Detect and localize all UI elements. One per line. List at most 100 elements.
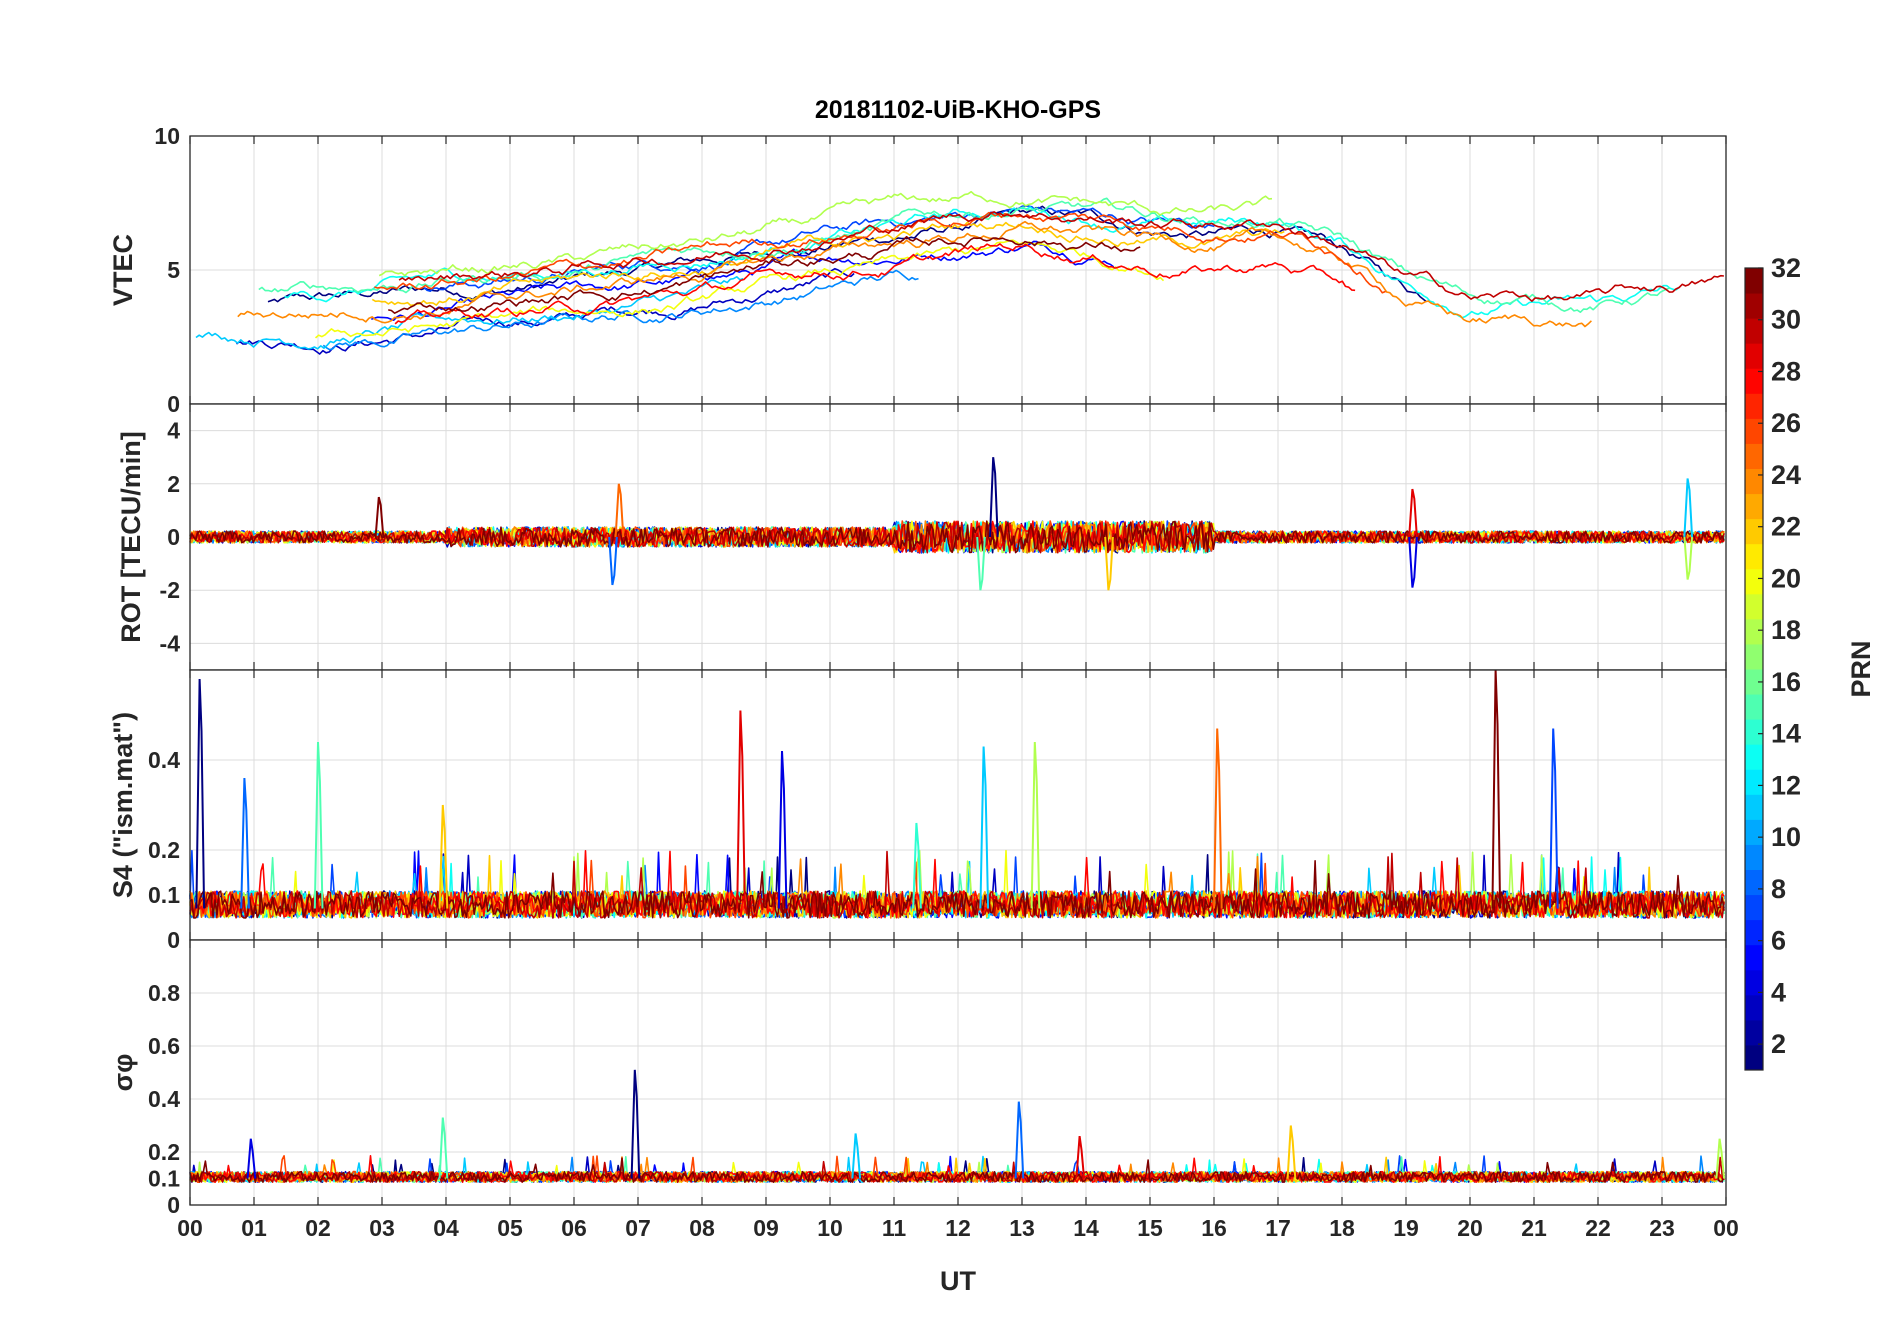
- spike-mark: [1715, 1138, 1726, 1179]
- colorbar-tick-label: 8: [1771, 874, 1786, 904]
- y-tick-label: 0.4: [148, 747, 180, 773]
- x-tick-label: 10: [817, 1215, 843, 1241]
- y-tick-label: 2: [167, 471, 180, 497]
- panel-vtec: 0 5 10 VTEC: [108, 123, 1727, 417]
- colorbar-tick-label: 2: [1771, 1029, 1786, 1059]
- series-group: [189, 457, 1725, 591]
- colorbar-segment: [1745, 994, 1763, 1021]
- y-axis-label-s4: S4 ("ism.mat"): [108, 712, 138, 898]
- y-axis-label-sigma-phi: σφ: [108, 1054, 138, 1092]
- series-line-prn-30: [189, 520, 1725, 554]
- spike-mark: [777, 750, 788, 909]
- colorbar-segment: [1745, 393, 1763, 419]
- x-axis-label: UT: [940, 1266, 976, 1296]
- spike-mark: [1075, 1135, 1086, 1179]
- x-tick-label: 23: [1649, 1215, 1675, 1241]
- colorbar-segment: [1745, 543, 1763, 570]
- colorbar-frame: [1744, 267, 1764, 1071]
- x-tick-label: 21: [1521, 1215, 1547, 1241]
- x-tick-label: 16: [1201, 1215, 1227, 1241]
- spike-mark: [630, 1069, 641, 1179]
- colorbar-segment: [1745, 919, 1763, 946]
- spike-mark: [1549, 728, 1559, 909]
- colorbar-tick-label: 30: [1771, 305, 1801, 335]
- y-tick-label: 0.8: [148, 980, 180, 1006]
- colorbar-segment: [1745, 894, 1763, 921]
- colorbar-tick-label: 28: [1771, 356, 1801, 386]
- series-line-prn-32: [189, 520, 1725, 554]
- series-line-prn-32: [189, 859, 1725, 919]
- y-tick-label: 0.4: [148, 1086, 180, 1112]
- spike-mark: [979, 746, 990, 909]
- colorbar-segment: [1745, 643, 1763, 670]
- spike-mark: [1683, 478, 1694, 538]
- colorbar-segment: [1745, 719, 1763, 745]
- x-tick-label: 05: [497, 1215, 523, 1241]
- y-tick-label: 0.2: [148, 1139, 180, 1165]
- colorbar-segment: [1745, 568, 1763, 595]
- spike-mark: [1014, 1101, 1025, 1179]
- x-tick-label: 04: [433, 1215, 459, 1241]
- y-tick-label: 0: [167, 524, 180, 550]
- series-line-prn-30: [189, 1156, 1725, 1183]
- x-tick-label: 20: [1457, 1215, 1483, 1241]
- series-group: [189, 669, 1725, 919]
- spike-mark: [1286, 1125, 1297, 1179]
- colorbar-segment: [1745, 1044, 1763, 1071]
- colorbar-segment: [1745, 769, 1763, 795]
- x-tick-label: 03: [369, 1215, 395, 1241]
- colorbar-segment: [1745, 593, 1763, 620]
- panel-rot: -4 -2 0 2 4 ROT [TECU/min]: [116, 403, 1727, 671]
- colorbar-segment: [1745, 669, 1763, 695]
- colorbar-tick-label: 24: [1771, 460, 1801, 490]
- colorbar-segment: [1745, 844, 1763, 870]
- series-line-prn-30: [398, 211, 1724, 303]
- series-line-prn-28: [394, 243, 1356, 325]
- series-line-prn-28: [189, 1155, 1725, 1183]
- spike-mark: [1683, 536, 1694, 580]
- x-tick-label: 00: [177, 1215, 203, 1241]
- x-tick-label: 06: [561, 1215, 587, 1241]
- series-group: [189, 1069, 1726, 1183]
- y-tick-label: 0.1: [148, 1166, 180, 1192]
- spike-mark: [438, 804, 449, 909]
- colorbar-tick-label: 12: [1771, 770, 1801, 800]
- y-axis-label-rot: ROT [TECU/min]: [116, 431, 146, 642]
- x-tick-label: 19: [1393, 1215, 1419, 1241]
- x-tick-label: 15: [1137, 1215, 1163, 1241]
- colorbar-segment: [1745, 268, 1763, 294]
- series-group: [195, 190, 1724, 355]
- x-tick-label: 14: [1073, 1215, 1099, 1241]
- y-tick-label: 0.1: [148, 882, 180, 908]
- y-tick-label: -4: [160, 630, 181, 656]
- y-tick-label: 0: [167, 1192, 180, 1218]
- colorbar-segment: [1745, 969, 1763, 996]
- spike-mark: [851, 1133, 862, 1179]
- spike-mark: [438, 1117, 449, 1179]
- colorbar-segment: [1745, 493, 1763, 520]
- colorbar-segment: [1745, 1019, 1763, 1046]
- x-tick-label: 02: [305, 1215, 331, 1241]
- colorbar-tick-label: 20: [1771, 563, 1801, 593]
- spike-mark: [1408, 488, 1418, 538]
- colorbar-segment: [1745, 618, 1763, 645]
- colorbar-segment: [1745, 418, 1763, 444]
- colorbar-segment: [1745, 293, 1763, 319]
- spike-mark: [608, 536, 618, 586]
- spike-mark: [912, 822, 922, 909]
- spike-mark: [246, 1138, 257, 1179]
- x-tick-label: 09: [753, 1215, 779, 1241]
- spike-mark: [240, 777, 250, 909]
- spike-mark: [614, 483, 625, 538]
- chart-title: 20181102-UiB-KHO-GPS: [815, 96, 1101, 124]
- y-tick-label: 0.6: [148, 1033, 180, 1059]
- spike-mark: [1104, 536, 1114, 591]
- x-tick-label: 11: [882, 1215, 907, 1241]
- colorbar-segment: [1745, 744, 1763, 770]
- colorbar-tick-label: 16: [1771, 667, 1801, 697]
- y-tick-label: 0: [167, 927, 180, 953]
- colorbar-segment: [1745, 869, 1763, 896]
